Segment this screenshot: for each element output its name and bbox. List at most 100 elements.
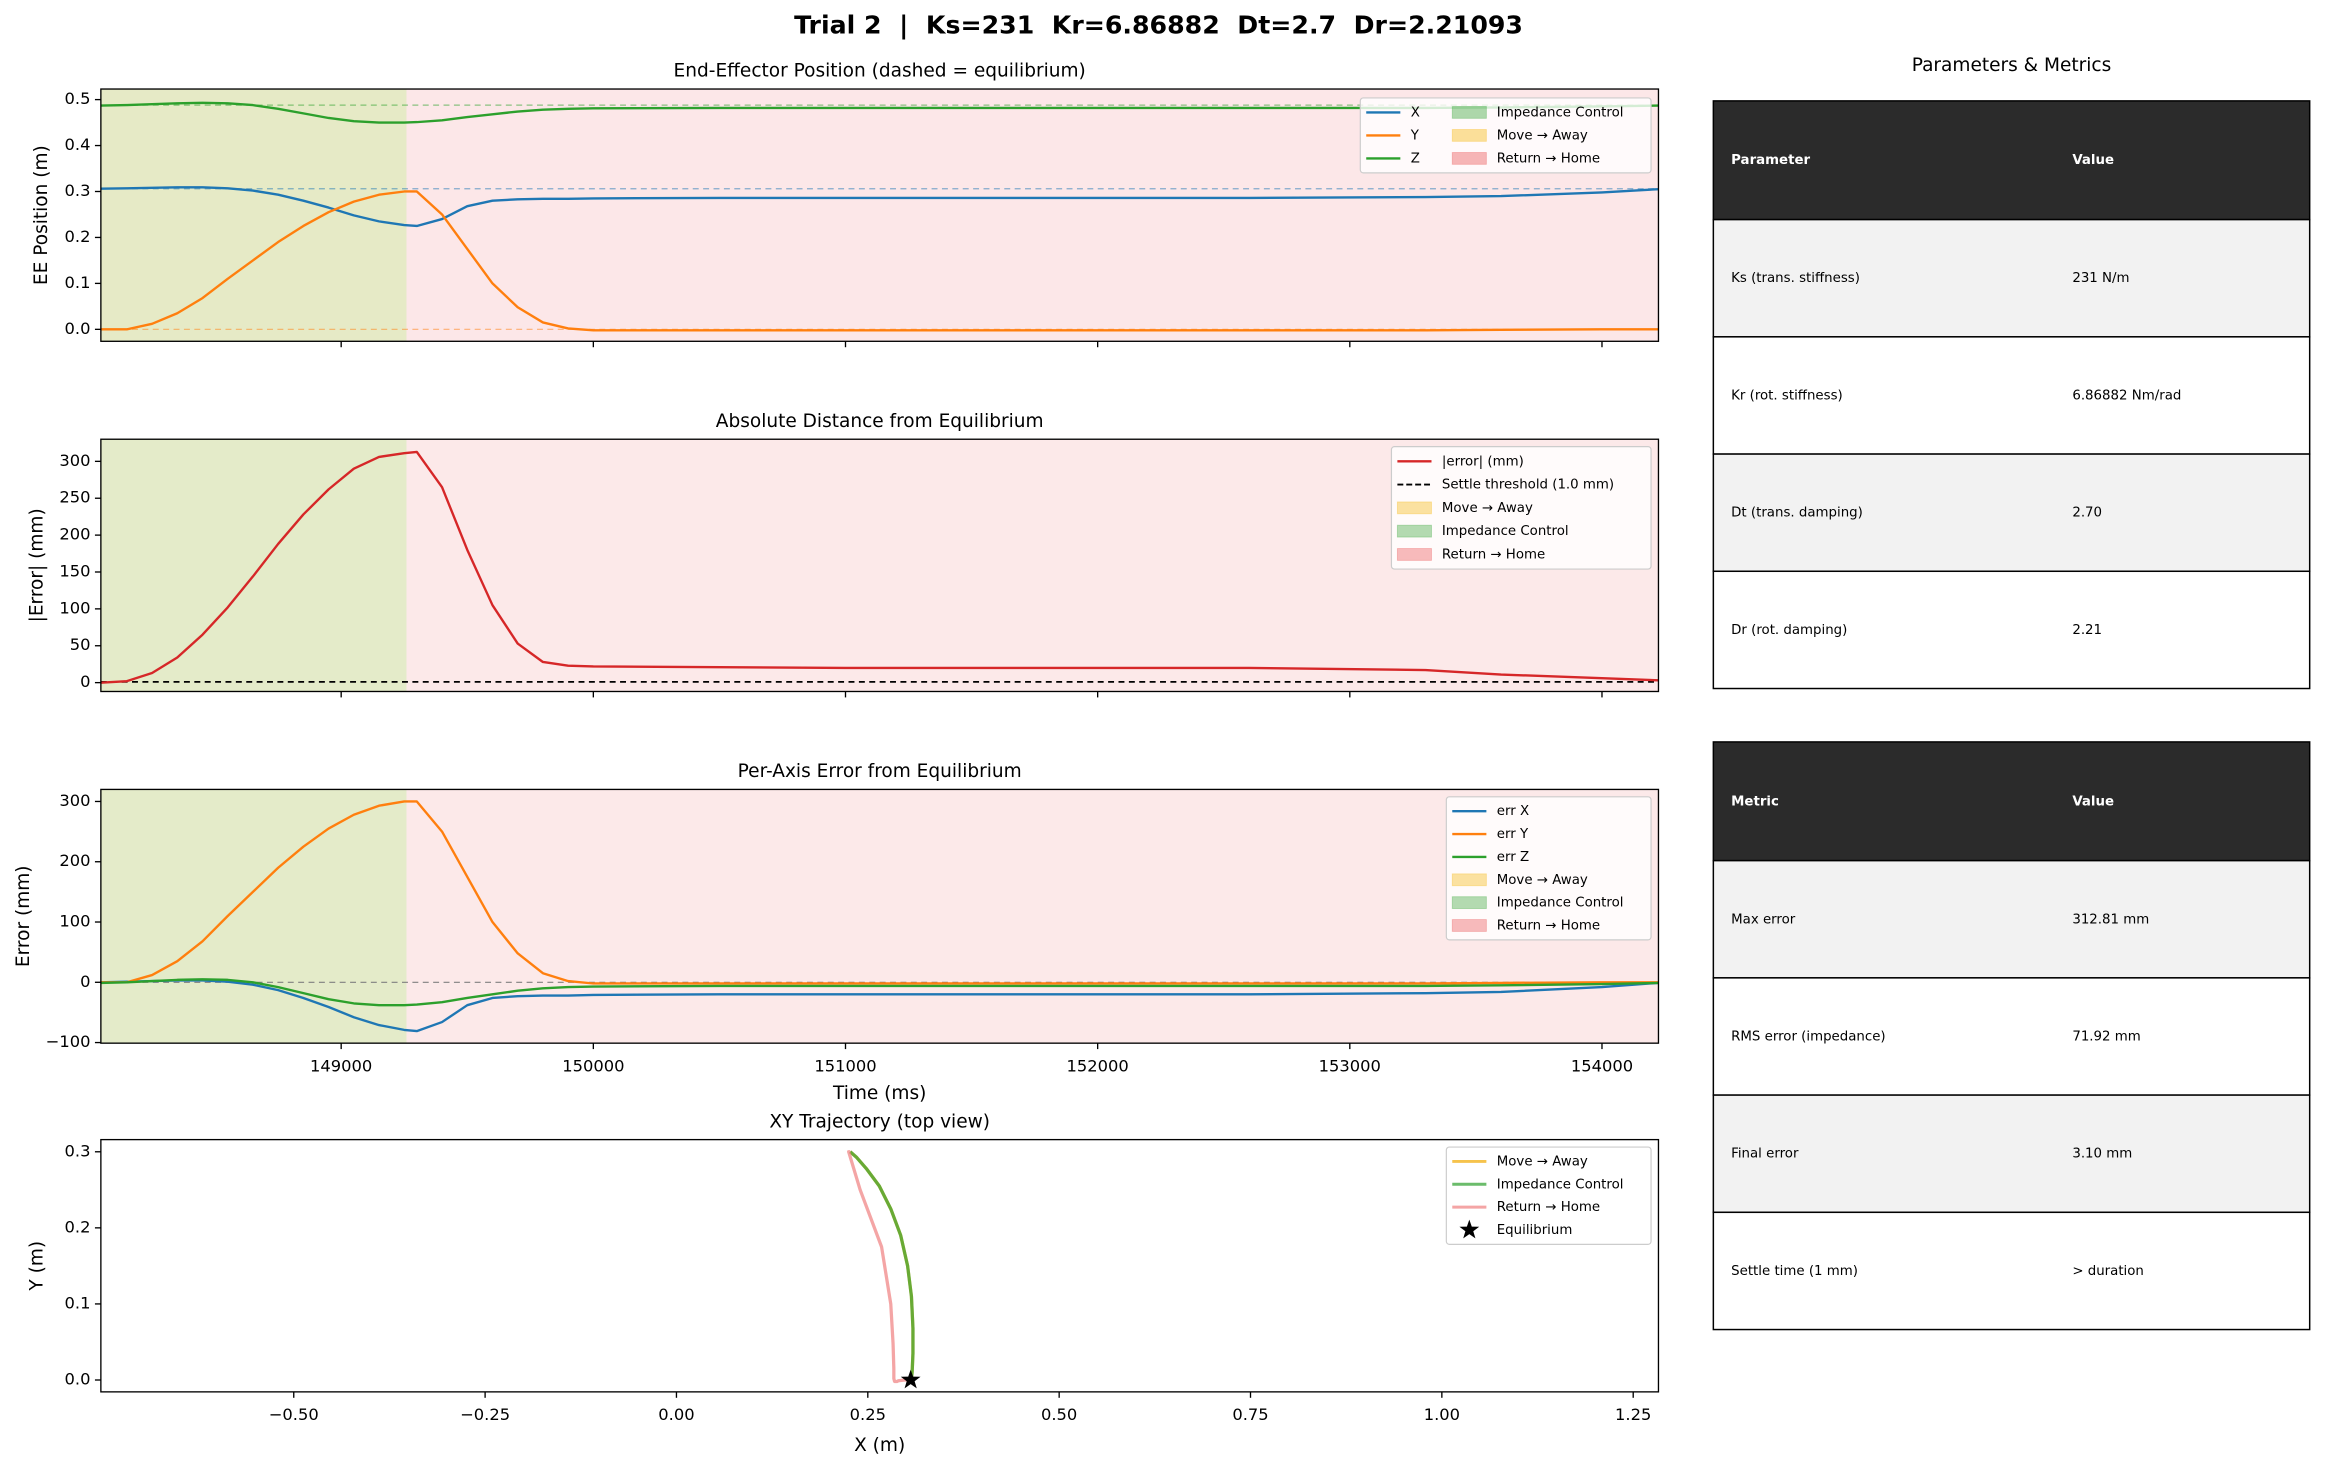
table-cell: Dt (trans. damping)	[1731, 506, 1863, 521]
series-line	[100, 190, 1659, 332]
legend-label: Move → Away	[1497, 128, 1588, 143]
table-cell: Ks (trans. stiffness)	[1731, 271, 1860, 286]
y-axis-label: Error (mm)	[13, 865, 34, 967]
y-axis-label: |Error| (mm)	[27, 508, 48, 622]
x-tick-label: 1.25	[1615, 1405, 1651, 1424]
y-tick-label: 100	[59, 598, 90, 617]
table-cell: Max error	[1731, 912, 1796, 927]
table-header-cell: Value	[2072, 153, 2114, 168]
y-tick-label: 200	[59, 851, 90, 870]
y-tick-label: 50	[70, 635, 91, 654]
y-tick-label: 0.1	[65, 273, 91, 292]
legend-swatch	[1396, 501, 1432, 515]
phase-span	[100, 789, 407, 1044]
axes-frame	[100, 788, 1660, 1044]
legend-swatch	[1451, 129, 1487, 142]
table-row	[1712, 1211, 2311, 1331]
x-tick-label: −0.50	[269, 1405, 319, 1424]
legend-box	[1359, 97, 1652, 174]
table-cell: 2.21	[2072, 623, 2102, 638]
x-tick-label: −0.25	[460, 1405, 510, 1424]
series-line	[849, 1150, 915, 1382]
series-line	[847, 1150, 910, 1384]
legend-label: |error| (mm)	[1442, 454, 1524, 469]
table-row	[1712, 453, 2311, 573]
y-tick-label: 0	[80, 972, 90, 991]
table-header	[1712, 100, 2311, 221]
legend-label: Settle threshold (1.0 mm)	[1442, 478, 1614, 493]
equilibrium-marker	[900, 1369, 921, 1389]
legend-label: Move → Away	[1497, 1154, 1588, 1169]
y-tick-label: 0	[80, 672, 90, 691]
chart-title: End-Effector Position (dashed = equilibr…	[674, 61, 1086, 82]
y-axis-label: Y (m)	[27, 1241, 48, 1292]
table-header	[1712, 741, 2311, 862]
chart-title: XY Trajectory (top view)	[769, 1111, 990, 1132]
plot-area	[100, 789, 1659, 1044]
legend-label: Move → Away	[1497, 873, 1588, 888]
legend-label: Y	[1410, 128, 1420, 143]
y-tick-label: 0.3	[65, 181, 91, 200]
series-line	[100, 101, 1659, 124]
x-tick-label: 1.00	[1424, 1405, 1460, 1424]
legend-label: Equilibrium	[1497, 1223, 1573, 1238]
legend-swatch	[1396, 524, 1432, 538]
legend-label: err Z	[1497, 850, 1529, 865]
legend-swatch	[1459, 1219, 1480, 1239]
legend-swatch	[1451, 896, 1487, 910]
legend-box	[1390, 446, 1652, 570]
table-cell: 6.86882 Nm/rad	[2072, 388, 2181, 403]
legend-label: Impedance Control	[1442, 524, 1569, 539]
y-tick-label: 300	[59, 451, 90, 470]
x-tick-label: 154000	[1571, 1056, 1633, 1075]
y-tick-label: −100	[46, 1032, 91, 1051]
table-cell: > duration	[2072, 1264, 2144, 1279]
table-cell: 231 N/m	[2072, 271, 2129, 286]
chart-title: Absolute Distance from Equilibrium	[716, 411, 1044, 432]
table-cell: 71.92 mm	[2072, 1029, 2140, 1044]
table-cell: Dr (rot. damping)	[1731, 623, 1847, 638]
table-cell: 312.81 mm	[2072, 912, 2149, 927]
legend-label: Return → Home	[1442, 547, 1545, 562]
x-axis-label: X (m)	[854, 1435, 905, 1456]
axes-frame	[100, 88, 1660, 342]
legend-swatch	[1451, 106, 1487, 119]
table-cell: Kr (rot. stiffness)	[1731, 388, 1843, 403]
legend-label: Impedance Control	[1497, 1177, 1624, 1192]
table-row	[1712, 570, 2311, 690]
legend-label: Return → Home	[1497, 1200, 1600, 1215]
legend-label: err Y	[1497, 827, 1529, 842]
table-cell: RMS error (impedance)	[1731, 1029, 1885, 1044]
table-header-cell: Parameter	[1731, 153, 1810, 168]
series-line	[100, 450, 1659, 684]
table-row	[1712, 1094, 2311, 1214]
y-tick-label: 0.2	[65, 227, 91, 246]
phase-span	[100, 789, 407, 1044]
table-header-cell: Value	[2072, 794, 2114, 809]
legend-label: Move → Away	[1442, 501, 1533, 516]
legend-label: Z	[1411, 151, 1420, 166]
table-row	[1712, 218, 2311, 338]
x-tick-label: 150000	[562, 1056, 624, 1075]
y-axis-label: EE Position (m)	[31, 145, 52, 285]
legend-label: Impedance Control	[1497, 896, 1624, 911]
x-tick-label: 0.75	[1232, 1405, 1268, 1424]
figure-title: Trial 2 | Ks=231 Kr=6.86882 Dt=2.7 Dr=2.…	[794, 11, 1523, 40]
table-row	[1712, 859, 2311, 979]
y-tick-label: 0.1	[65, 1293, 91, 1312]
x-tick-label: 0.00	[658, 1405, 694, 1424]
phase-span	[100, 89, 407, 342]
y-tick-label: 0.3	[65, 1141, 91, 1160]
legend-label: err X	[1497, 804, 1529, 819]
series-line	[100, 978, 1659, 1007]
y-tick-label: 0.5	[65, 89, 91, 108]
x-tick-label: 153000	[1319, 1056, 1381, 1075]
phase-span	[100, 439, 407, 692]
y-tick-label: 0.4	[65, 135, 91, 154]
x-tick-label: 151000	[814, 1056, 876, 1075]
table-cell: Final error	[1731, 1147, 1799, 1162]
panel-title: Parameters & Metrics	[1912, 55, 2112, 76]
series-line	[100, 979, 1659, 1033]
y-tick-label: 300	[59, 791, 90, 810]
